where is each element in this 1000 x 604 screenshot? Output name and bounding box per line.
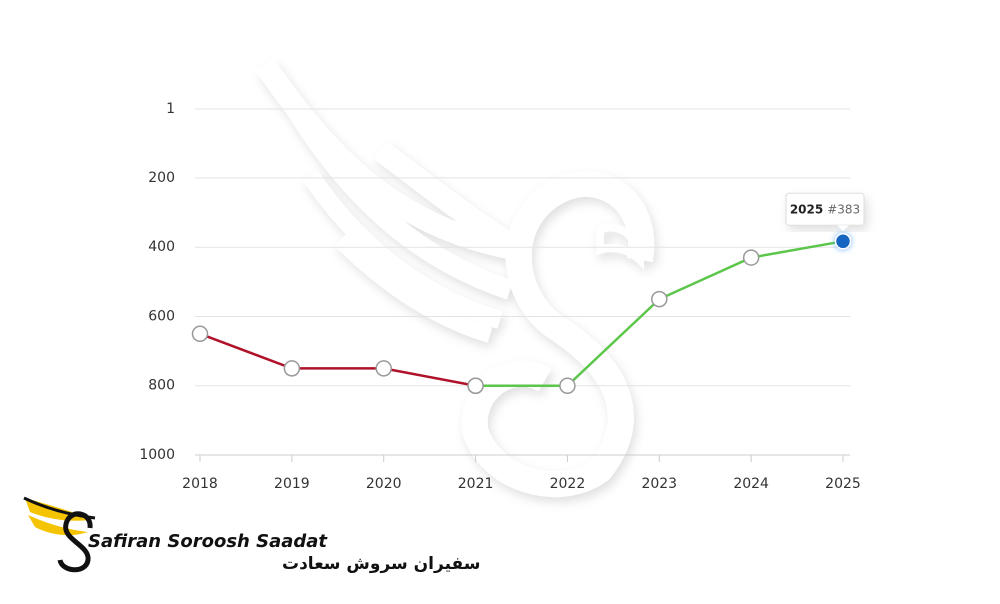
- data-point: [191, 325, 209, 343]
- x-tick-label: 2024: [733, 476, 769, 492]
- data-point: [559, 377, 576, 394]
- data-point: [375, 360, 392, 377]
- x-tick-label: 2019: [274, 476, 310, 492]
- data-point: [467, 377, 484, 394]
- data-point: [651, 290, 668, 308]
- tooltip-text: 2025 #383: [790, 202, 860, 216]
- logo-wing: [28, 515, 88, 536]
- tooltip-category: 2025: [790, 202, 823, 216]
- logo-name: Safiran Soroosh Saadat: [88, 531, 328, 552]
- x-tick-label: 2021: [458, 476, 494, 492]
- data-point: [742, 249, 760, 266]
- tooltip: 2025 #383: [785, 192, 865, 232]
- watermark: [255, 58, 655, 497]
- x-tick-label: 2023: [641, 476, 677, 492]
- x-tick-label: 2020: [366, 476, 402, 492]
- x-tick-label: 2022: [550, 476, 586, 492]
- x-tick-label: 2018: [182, 476, 218, 492]
- highlight-point: [834, 233, 852, 250]
- y-tick-label: 400: [148, 239, 175, 255]
- y-tick-label: 600: [148, 308, 175, 324]
- tooltip-box: [785, 192, 865, 226]
- tooltip-value: #383: [827, 202, 860, 216]
- logo-s: [57, 511, 93, 573]
- y-tick-label: 1: [166, 101, 175, 117]
- x-tick-label: 2025: [825, 476, 861, 492]
- logo: Safiran Soroosh Saadat سفیران سروش سعادت: [23, 496, 480, 574]
- series-line: [199, 332, 476, 387]
- data-point: [283, 360, 301, 377]
- y-tick-label: 1000: [139, 447, 175, 463]
- tooltip-arrow: [837, 225, 849, 232]
- logo-name-fa: سفیران سروش سعادت: [282, 554, 480, 574]
- plot-area: 1 200 400 600 800 1000 2018 2019 2020 2021 2022 202…: [139, 101, 865, 492]
- y-tick-label: 200: [148, 170, 175, 186]
- y-tick-label: 800: [148, 378, 175, 394]
